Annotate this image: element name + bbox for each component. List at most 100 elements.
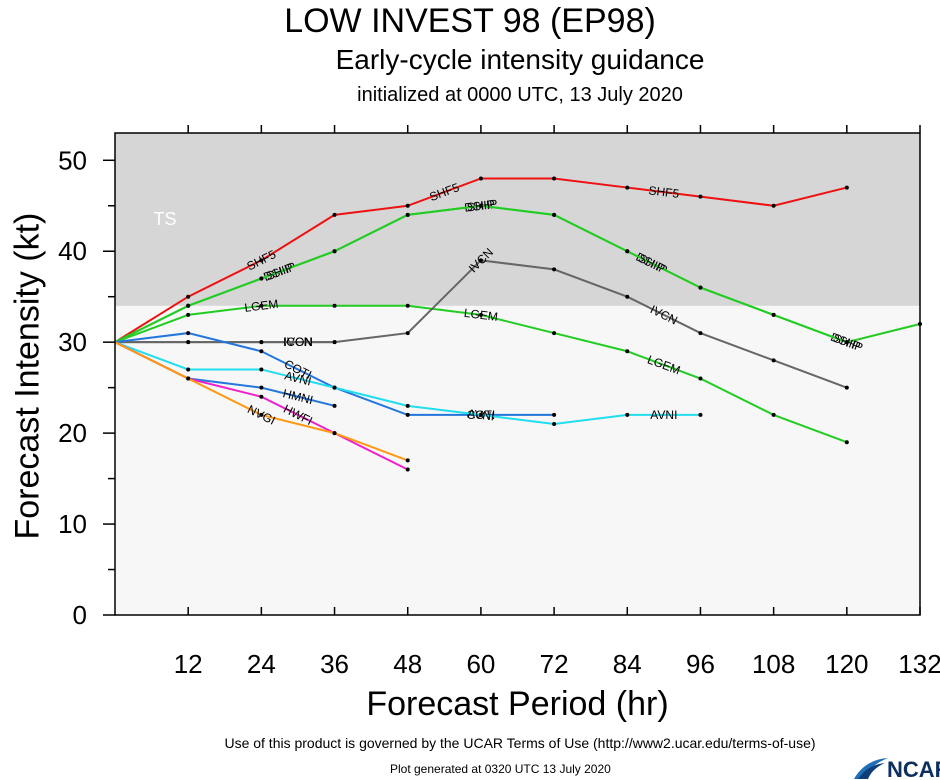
terms-of-use[interactable]: Use of this product is governed by the U… [224,735,816,751]
x-tick-label: 60 [466,649,495,679]
data-point [625,185,630,190]
x-tick-label: 36 [320,649,349,679]
data-point [625,349,630,354]
data-point [552,176,557,181]
data-point [771,203,776,208]
data-point [844,440,849,445]
data-point [478,258,483,263]
data-point [405,212,410,217]
data-point [698,331,703,336]
line-label-ship: SHIP [466,197,496,214]
y-tick-label: 40 [58,236,87,266]
line-label-lgem: LGEM [463,306,498,324]
data-point [698,285,703,290]
data-point [259,367,264,372]
ts-band [115,133,920,306]
line-label-text: AVNI [283,368,313,388]
data-point [698,412,703,417]
series-avni: AVNI AVNI AVNI [114,341,703,427]
data-point [698,376,703,381]
plot-frame [114,132,921,616]
data-point [405,403,410,408]
svg-text:NCAR: NCAR [887,757,940,780]
line-label-lgem: LGEM [244,297,279,315]
x-tick-label: 84 [613,649,642,679]
ncar-swoosh-icon [854,758,888,779]
x-tick-label: 108 [752,649,795,679]
x-tick-label: 96 [686,649,715,679]
x-tick-label: 48 [393,649,422,679]
data-point [405,331,410,336]
data-point [259,385,264,390]
data-point [332,249,337,254]
line-label-avni: AVNI [650,408,677,422]
data-point [259,349,264,354]
generated-time: Plot generated at 0320 UTC 13 July 2020 [390,762,611,776]
data-point [625,294,630,299]
ncar-logo: NCAR [854,757,940,780]
data-point [625,249,630,254]
data-point [552,331,557,336]
line-label-text: LGEM [244,297,279,315]
y-tick-label: 0 [73,600,87,630]
ts-band-label: TS [153,209,176,229]
y-tick-label: 30 [58,327,87,357]
line-label-text: SHF5 [648,183,680,201]
line-label-text: SHIP [466,197,496,214]
data-point [332,403,337,408]
data-point [552,422,557,427]
data-point [259,258,264,263]
data-point [186,367,191,372]
x-tick-label: 132 [898,649,940,679]
data-point [405,458,410,463]
data-point [478,203,483,208]
line-label-text: LGEM [463,306,498,324]
data-point [186,294,191,299]
x-tick-label: 12 [174,649,203,679]
y-tick-label: 20 [58,418,87,448]
data-point [186,303,191,308]
data-point [844,385,849,390]
x-tick-label: 72 [540,649,569,679]
data-point [405,412,410,417]
data-point [259,303,264,308]
data-point [771,358,776,363]
data-point [552,267,557,272]
data-point [259,340,264,345]
data-point [405,303,410,308]
data-point [186,376,191,381]
y-axis-label: Forecast Intensity (kt) [8,212,47,540]
line-label-text: AVNI [467,406,496,423]
line-label-avni: AVNI [283,368,313,388]
initialized-time: initialized at 0000 UTC, 13 July 2020 [357,84,683,106]
line-label-avni: AVNI [467,406,496,423]
data-point [844,185,849,190]
data-point [552,412,557,417]
x-tick-label: 24 [247,649,276,679]
data-point [259,412,264,417]
data-point [186,331,191,336]
x-axis-label: Forecast Period (hr) [366,685,669,723]
data-point [259,276,264,281]
data-point [478,412,483,417]
line-label-shf5: SHF5 [648,183,680,201]
y-tick-label: 50 [58,145,87,175]
data-point [186,340,191,345]
data-point [405,203,410,208]
data-point [405,467,410,472]
y-tick-label: 10 [58,509,87,539]
line-label-icon: ICON [283,335,313,349]
data-point [186,312,191,317]
data-point [844,340,849,345]
data-point [478,312,483,317]
line-label-text: AVNI [650,408,677,422]
data-point [259,394,264,399]
chart-title: LOW INVEST 98 (EP98) [284,2,656,40]
x-tick-label: 120 [825,649,868,679]
data-point [332,303,337,308]
line-label-text: ICON [283,335,313,349]
data-point [625,412,630,417]
data-point [698,194,703,199]
